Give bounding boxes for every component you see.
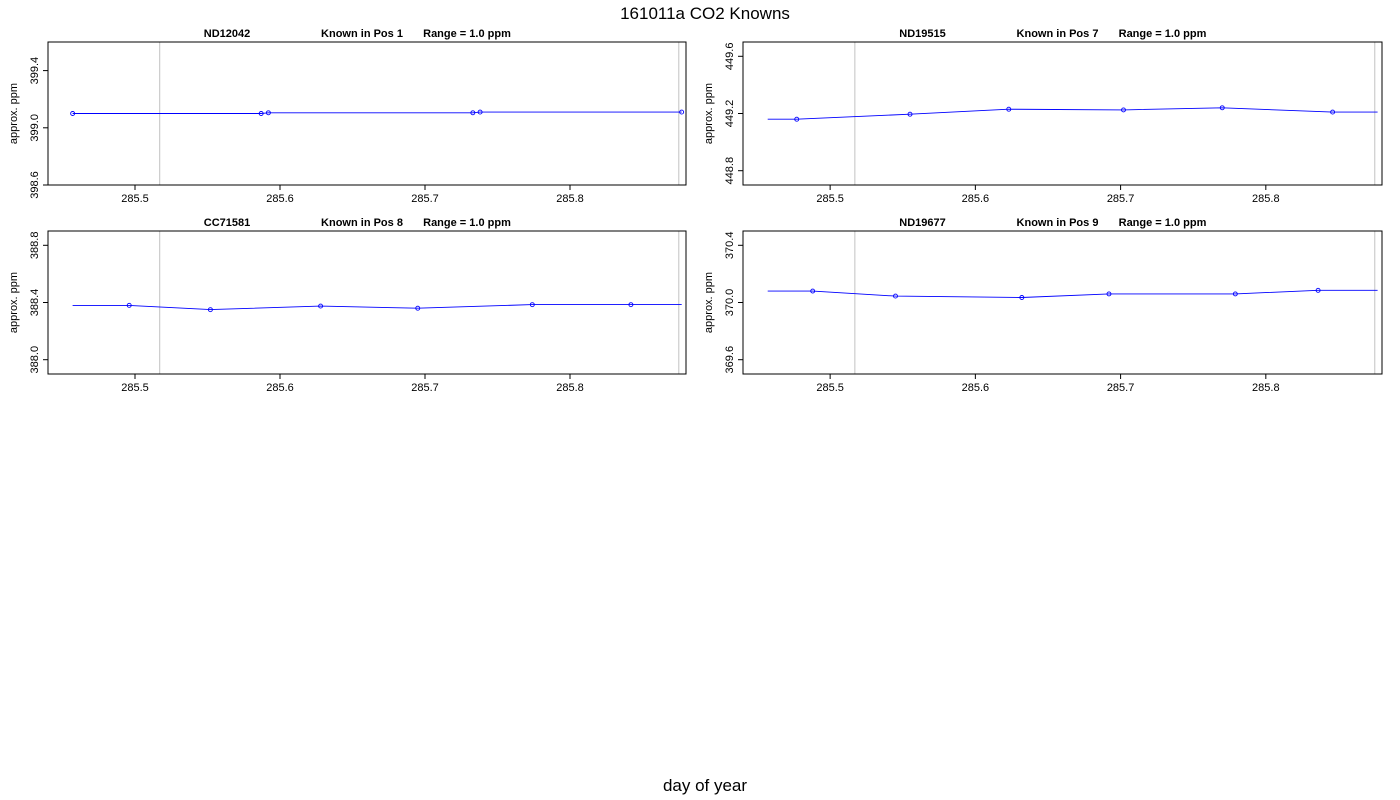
y-tick-label: 388.4 (29, 289, 41, 317)
panel-title-part-3: Range = 1.0 ppm (423, 217, 511, 229)
figure-title: 161011a CO2 Knowns (620, 4, 790, 23)
panel-title-part-1: ND19677 (899, 217, 945, 229)
data-point (1006, 106, 1012, 112)
data-point (1315, 287, 1321, 293)
panel-title-part-2: Known in Pos 8 (321, 217, 403, 229)
y-tick-label: 370.4 (724, 232, 736, 260)
x-tick-label: 285.7 (411, 193, 439, 205)
panel-title-part-2: Known in Pos 1 (321, 28, 403, 40)
series-line (72, 111, 682, 114)
y-tick-label: 398.6 (29, 171, 41, 199)
x-tick-label: 285.6 (266, 193, 294, 205)
plot-frame (742, 230, 1383, 375)
x-tick-label: 285.8 (556, 382, 584, 394)
panels: ND12042 Known in Pos 1 Range = 1.0 ppm 285.… (8, 28, 1383, 394)
panel-3: CC71581 Known in Pos 8 Range = 1.0 ppm 285.… (8, 217, 687, 394)
series-line (72, 304, 682, 311)
data-point (470, 110, 476, 116)
x-tick-label: 285.5 (816, 193, 844, 205)
y-axis-label: approx. ppm (8, 83, 20, 144)
data-point (529, 302, 535, 308)
x-tick-label: 285.5 (121, 382, 149, 394)
data-point (258, 111, 264, 116)
data-point (1219, 105, 1225, 111)
data-point (1019, 295, 1025, 300)
panel-1: ND12042 Known in Pos 1 Range = 1.0 ppm 285.… (8, 28, 687, 205)
plot-frame (47, 230, 687, 375)
x-tick-label: 285.7 (411, 382, 439, 394)
data-point (679, 109, 685, 115)
plot-frame (47, 41, 687, 186)
data-point (207, 307, 213, 313)
data-point (415, 305, 421, 311)
x-tick-label: 285.6 (266, 382, 294, 394)
y-tick-label: 449.6 (724, 43, 736, 71)
data-point (70, 111, 76, 116)
data-point (318, 303, 324, 309)
series-line (767, 289, 1378, 298)
panel-title-part-3: Range = 1.0 ppm (423, 28, 511, 40)
data-point (1106, 291, 1112, 297)
data-point (907, 111, 913, 117)
x-tick-label: 285.7 (1107, 193, 1135, 205)
x-tick-label: 285.5 (816, 382, 844, 394)
x-tick-label: 285.8 (1252, 193, 1280, 205)
y-tick-label: 449.2 (724, 100, 736, 128)
y-tick-label: 388.8 (29, 232, 41, 260)
panel-title-part-3: Range = 1.0 ppm (1119, 28, 1207, 40)
y-axis-label: approx. ppm (703, 83, 715, 144)
panel-title-part-2: Known in Pos 7 (1017, 28, 1099, 40)
panel-4: ND19677 Known in Pos 9 Range = 1.0 ppm 285.… (703, 217, 1383, 394)
data-point (794, 116, 800, 122)
y-axis-label: approx. ppm (703, 272, 715, 333)
panel-2: ND19515 Known in Pos 7 Range = 1.0 ppm 285.… (703, 28, 1383, 205)
data-point (810, 288, 816, 294)
x-tick-label: 285.6 (962, 382, 990, 394)
data-point (265, 110, 271, 116)
data-point (1232, 291, 1238, 297)
x-tick-label: 285.5 (121, 193, 149, 205)
data-point (126, 302, 132, 308)
y-tick-label: 388.0 (29, 346, 41, 374)
y-tick-label: 448.8 (724, 157, 736, 185)
data-point (893, 293, 898, 299)
panel-title-part-1: ND12042 (204, 28, 250, 40)
panel-title-part-3: Range = 1.0 ppm (1119, 217, 1207, 229)
panel-title-part-1: CC71581 (204, 217, 250, 229)
panel-title-part-2: Known in Pos 9 (1017, 217, 1099, 229)
y-axis-label: approx. ppm (8, 272, 20, 333)
x-tick-label: 285.6 (962, 193, 990, 205)
series-line (767, 107, 1378, 120)
x-tick-label: 285.7 (1107, 382, 1135, 394)
data-point (477, 109, 483, 115)
y-tick-label: 369.6 (724, 346, 736, 374)
figure-x-axis-label: day of year (663, 776, 747, 795)
data-point (1121, 107, 1126, 113)
x-tick-label: 285.8 (556, 193, 584, 205)
y-tick-label: 399.4 (29, 57, 41, 85)
plot-frame (742, 41, 1383, 186)
y-tick-label: 399.0 (29, 114, 41, 142)
x-tick-label: 285.8 (1252, 382, 1280, 394)
panel-title-part-1: ND19515 (899, 28, 945, 40)
data-point (628, 302, 634, 308)
data-point (1330, 109, 1336, 115)
y-tick-label: 370.0 (724, 289, 736, 317)
